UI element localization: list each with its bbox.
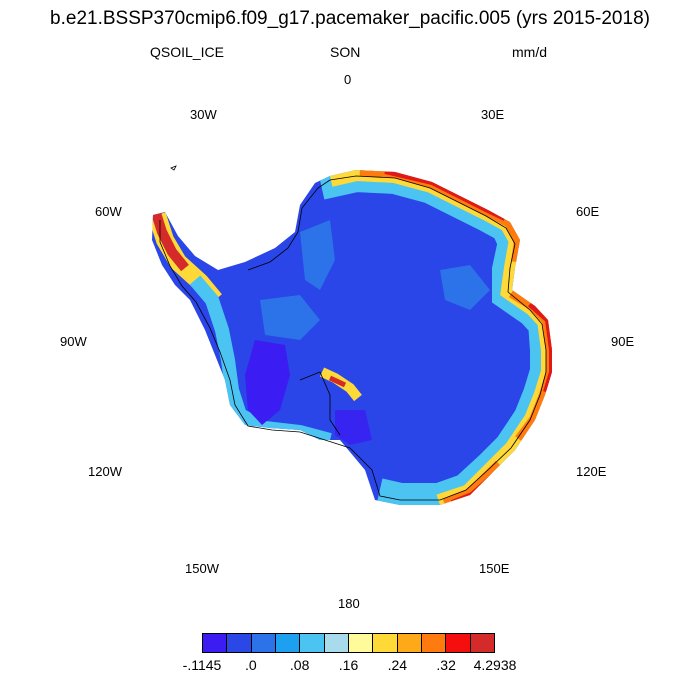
lon-label-0: 0: [344, 72, 352, 87]
lon-label-120w: 120W: [88, 464, 122, 479]
colorbar-swatch: [348, 634, 374, 652]
variable-name: QSOIL_ICE: [150, 44, 224, 60]
lon-label-150e: 150E: [479, 561, 510, 576]
colorbar-swatch: [300, 634, 325, 652]
colorbar-label: .16: [338, 657, 359, 673]
lon-label-90e: 90E: [611, 334, 635, 349]
lon-label-90w: 90W: [60, 334, 87, 349]
ross-hotspot-core: [328, 375, 347, 388]
colorbar-swatch: [421, 634, 447, 652]
colorbar-label: .24: [387, 657, 408, 673]
west-low-region: [245, 340, 290, 425]
colorbar-swatch: [470, 634, 494, 652]
colorbar-label: -.1145: [182, 657, 222, 673]
lon-label-120e: 120E: [576, 464, 607, 479]
lon-label-30e: 30E: [481, 107, 505, 122]
lon-label-60w: 60W: [95, 204, 122, 219]
lon-label-30w: 30W: [190, 107, 217, 122]
colorbar-label: 4.2938: [473, 657, 517, 673]
colorbar-swatch: [446, 634, 471, 652]
ross-ice-shelf-region: [335, 410, 372, 445]
season-label: SON: [330, 44, 361, 60]
colorbar-swatch: [251, 634, 276, 652]
colorbar-label: .08: [289, 657, 310, 673]
colorbar-swatch: [324, 634, 349, 652]
peninsula-band-red: [152, 211, 189, 272]
interior-patch-1: [300, 220, 335, 290]
interior-patch-3: [260, 295, 320, 340]
colorbar-label: .0: [244, 657, 257, 673]
small-island: [170, 165, 177, 171]
colorbar-swatch: [397, 634, 422, 652]
colorbar: [202, 633, 495, 653]
colorbar-swatch: [275, 634, 301, 652]
coastline: [159, 175, 547, 501]
colorbar-swatch: [203, 634, 228, 652]
colorbar-swatch: [227, 634, 252, 652]
colorbar-swatch: [373, 634, 398, 652]
lon-label-150w: 150W: [185, 561, 219, 576]
lon-label-180: 180: [338, 596, 360, 611]
colorbar-label: .32: [436, 657, 456, 673]
lon-label-60e: 60E: [576, 204, 600, 219]
plot-title: b.e21.BSSP370cmip6.f09_g17.pacemaker_pac…: [50, 8, 650, 29]
units-label: mm/d: [512, 44, 547, 60]
interior-patch-2: [440, 265, 490, 310]
